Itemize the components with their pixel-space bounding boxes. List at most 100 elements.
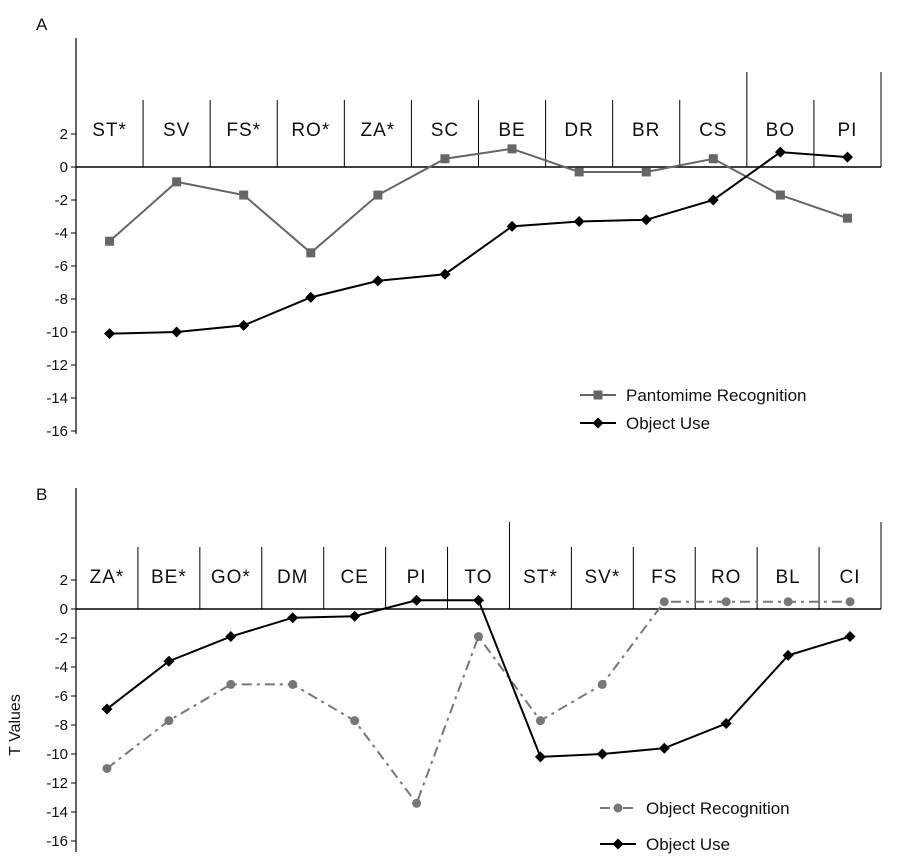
data-point	[411, 594, 423, 606]
panel-b: B 2 0 -2 -4 -6 -8 -10 -12 -14 -16 ZA* BE* GO* DM CE PI TO…	[7, 485, 882, 854]
data-point	[287, 612, 299, 624]
y-tick-label: -10	[46, 746, 68, 763]
data-point	[171, 326, 183, 338]
y-tick-label: -6	[55, 258, 68, 275]
data-point	[596, 748, 608, 760]
data-point	[658, 742, 670, 754]
data-point	[720, 718, 732, 730]
category-label: ZA*	[90, 567, 125, 588]
legend-marker	[593, 390, 603, 400]
category-label: CI	[840, 567, 861, 588]
category-label: PI	[837, 120, 857, 141]
data-point	[101, 703, 113, 715]
data-point	[102, 764, 112, 773]
legend-label: Object Use	[646, 835, 730, 854]
category-label: FS*	[226, 120, 261, 141]
category-label: BO	[766, 120, 795, 141]
category-label: BE*	[151, 567, 187, 588]
data-point	[226, 679, 236, 689]
data-point	[775, 190, 785, 200]
series-line-0	[108, 147, 848, 255]
data-point	[708, 154, 718, 164]
data-point	[225, 631, 237, 643]
series-line-1	[109, 151, 848, 335]
category-label: FS	[651, 567, 677, 588]
y-tick-label: -12	[46, 357, 68, 374]
data-point	[506, 220, 518, 232]
y-tick-label: -16	[46, 423, 68, 440]
y-tick-label: -2	[55, 630, 68, 647]
data-point	[721, 597, 731, 607]
data-point	[774, 146, 786, 158]
y-tick-label: 0	[60, 159, 68, 176]
y-tick-label: -10	[46, 324, 68, 341]
legend-marker	[613, 803, 623, 813]
category-label: SC	[431, 120, 459, 141]
y-axis-title: T Values	[7, 694, 24, 756]
category-label: SV*	[584, 567, 620, 588]
data-point	[782, 649, 794, 661]
category-label: GO*	[211, 567, 251, 588]
data-point	[597, 679, 607, 689]
data-point	[239, 190, 249, 200]
y-tick-label: -4	[55, 659, 68, 676]
category-label: BE	[498, 120, 525, 141]
panel-a: A 2 0 -2 -4 -6 -8 -10 -12 -14 -16 ST* SV FS* RO* ZA* SC B…	[36, 15, 882, 440]
data-point	[640, 214, 652, 226]
data-point	[473, 594, 484, 606]
data-point	[534, 751, 546, 763]
panel-label: B	[36, 485, 47, 504]
data-point	[372, 275, 384, 287]
category-label: DM	[277, 567, 309, 588]
legend-label: Object Recognition	[646, 799, 790, 818]
data-point	[841, 151, 853, 163]
data-point	[104, 328, 116, 340]
data-point	[844, 631, 856, 643]
category-label: CE	[340, 567, 368, 588]
category-label: ST*	[92, 120, 127, 141]
y-tick-label: -6	[55, 688, 68, 705]
y-tick-label: 2	[60, 126, 68, 143]
legend-label: Object Use	[626, 414, 710, 433]
data-point	[842, 213, 852, 223]
data-point	[845, 597, 855, 607]
category-label: BL	[775, 567, 800, 588]
y-tick-label: -14	[46, 390, 68, 407]
data-point	[783, 597, 793, 607]
y-tick-label: -8	[55, 717, 68, 734]
data-point	[105, 236, 115, 246]
legend-marker	[592, 417, 604, 429]
y-tick-label: -14	[46, 804, 68, 821]
data-point	[641, 167, 651, 177]
legend-label: Pantomime Recognition	[626, 386, 806, 405]
panel-label: A	[36, 15, 48, 34]
data-point	[163, 655, 175, 667]
data-point	[707, 194, 719, 206]
data-point	[659, 597, 669, 607]
category-label: ZA*	[361, 120, 396, 141]
series-line-0	[106, 600, 851, 806]
category-label: RO*	[291, 120, 330, 141]
category-label: PI	[407, 567, 427, 588]
y-tick-label: -4	[55, 225, 68, 242]
category-label: BR	[632, 120, 660, 141]
data-point	[288, 679, 298, 689]
category-label: RO	[711, 567, 742, 588]
data-point	[373, 190, 383, 200]
y-tick-label: 0	[60, 601, 68, 618]
category-label: SV	[163, 120, 190, 141]
y-tick-label: -8	[55, 291, 68, 308]
data-point	[238, 319, 250, 331]
data-point	[507, 144, 517, 154]
data-point	[535, 716, 545, 726]
data-point	[350, 716, 360, 726]
legend-marker	[612, 838, 624, 850]
category-label: DR	[564, 120, 593, 141]
y-tick-label: 2	[60, 572, 68, 589]
data-point	[412, 798, 422, 808]
data-point	[164, 716, 174, 726]
category-label: CS	[699, 120, 727, 141]
category-label: TO	[464, 567, 492, 588]
y-tick-label: -2	[55, 192, 68, 209]
